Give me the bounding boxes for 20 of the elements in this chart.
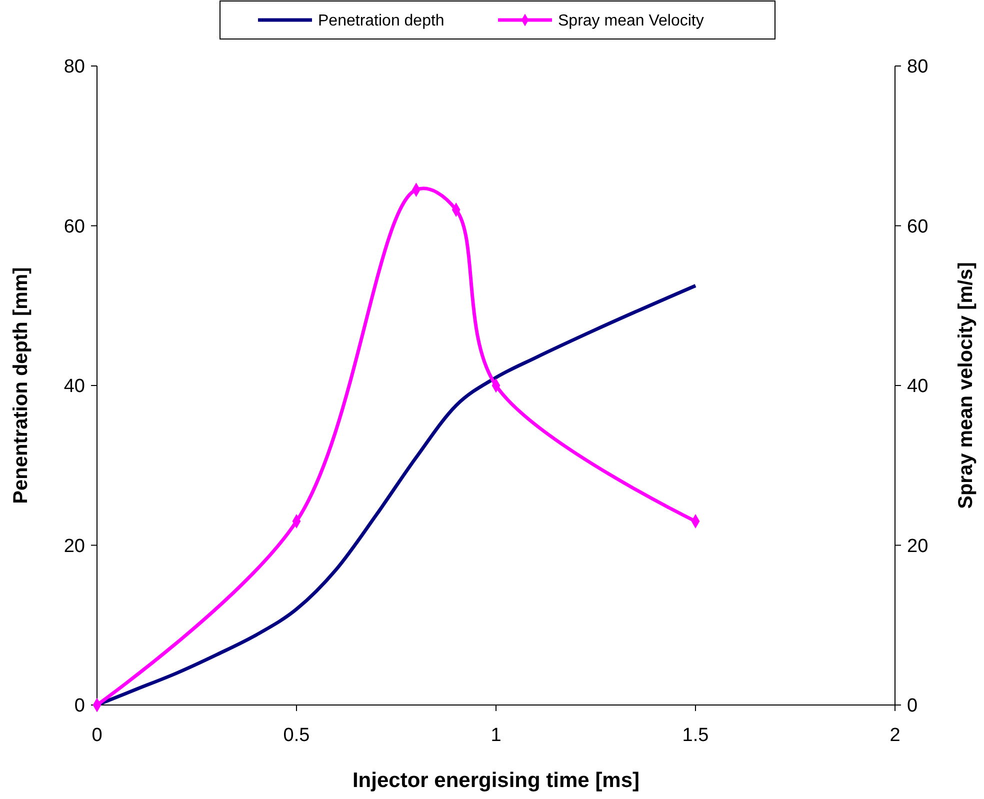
y-tick-label: 40 (64, 376, 85, 398)
x-tick-label: 0.5 (283, 725, 310, 746)
y-tick-label: 20 (64, 536, 85, 557)
y-tick-label: 0 (74, 696, 85, 717)
x-axis-title: Injector energising time [ms] (352, 769, 640, 792)
y-axis-title: Penentration depth [mm] (10, 267, 32, 504)
x-tick-label: 2 (890, 725, 900, 746)
y-tick-label: 60 (64, 216, 85, 238)
x-tick-label: 1.5 (682, 725, 709, 746)
y2-tick-label: 20 (907, 536, 928, 557)
y2-tick-label: 40 (907, 376, 928, 398)
y2-tick-label: 0 (907, 696, 918, 717)
y2-axis-title: Spray mean velocity [m/s] (955, 262, 977, 509)
y-tick-label: 80 (64, 56, 85, 78)
x-tick-label: 0 (92, 725, 102, 746)
legend-label: Spray mean Velocity (558, 12, 704, 30)
y2-tick-label: 80 (907, 56, 928, 78)
legend-label: Penetration depth (318, 12, 444, 30)
x-tick-label: 1 (490, 725, 502, 746)
y2-tick-label: 60 (907, 216, 928, 238)
